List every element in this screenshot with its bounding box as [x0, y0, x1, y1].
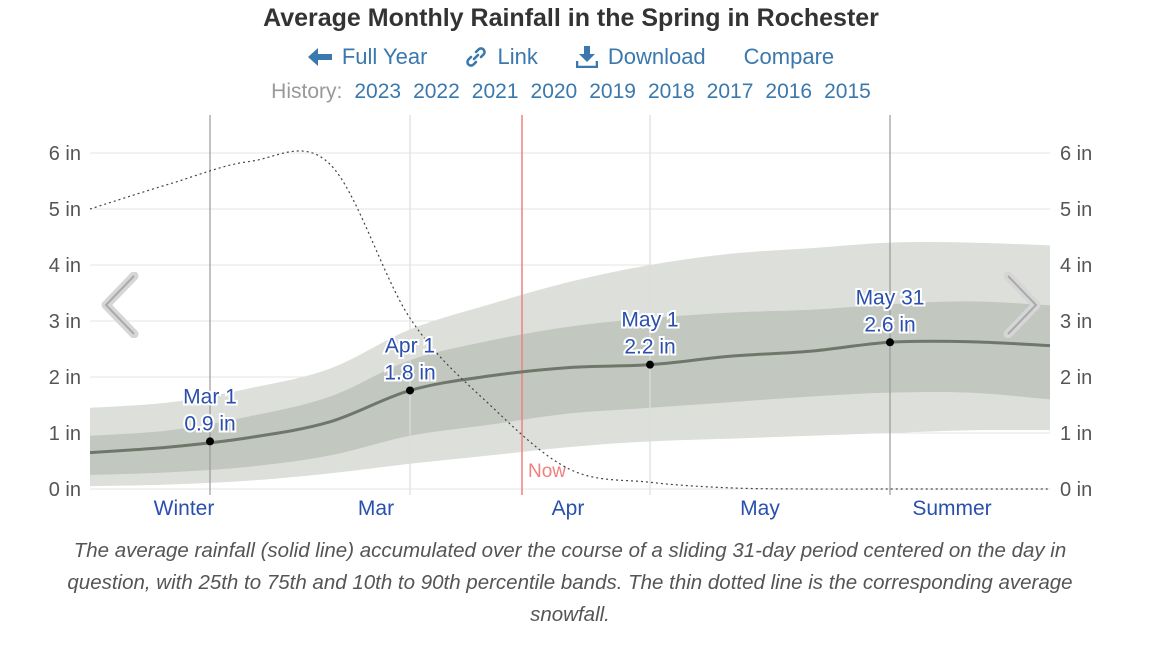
- history-year-2021[interactable]: 2021: [471, 80, 519, 103]
- download-icon: [575, 46, 598, 68]
- annotation-date-label: May 1: [621, 309, 678, 332]
- history-year-2020[interactable]: 2020: [530, 80, 578, 103]
- link-icon: [466, 47, 487, 67]
- history-year-2022[interactable]: 2022: [413, 80, 460, 103]
- y-tick-label-left: 2 in: [49, 367, 81, 389]
- download-label: Download: [607, 44, 706, 69]
- history-year-2015[interactable]: 2015: [824, 80, 871, 103]
- history-year-2019[interactable]: 2019: [589, 80, 636, 103]
- history-bar: History: 2023 2022 2021 2020 2019 2018 2…: [0, 80, 1142, 104]
- y-tick-label-left: 4 in: [49, 255, 81, 277]
- y-tick-label-right: 5 in: [1060, 199, 1092, 221]
- y-tick-label-right: 1 in: [1060, 423, 1092, 445]
- y-tick-label-left: 0 in: [49, 479, 81, 501]
- link-label: Link: [497, 44, 538, 69]
- y-tick-label-right: 3 in: [1060, 311, 1092, 333]
- annotation-value-label: 0.9 in: [184, 412, 235, 435]
- annotation-date-label: May 31: [856, 286, 925, 309]
- full-year-link[interactable]: Full Year: [307, 44, 428, 70]
- x-axis-label: May: [740, 497, 780, 520]
- history-year-2016[interactable]: 2016: [765, 80, 813, 103]
- y-tick-label-right: 0 in: [1060, 479, 1092, 501]
- x-axis-label: Summer: [912, 497, 991, 520]
- arrow-left-icon: [307, 48, 332, 66]
- data-point: [206, 437, 214, 446]
- y-tick-label-right: 4 in: [1060, 255, 1092, 277]
- chart-nav: Full Year Link Download Compare: [0, 44, 1142, 70]
- x-axis-label: Winter: [154, 497, 215, 520]
- now-label: Now: [528, 461, 566, 482]
- x-axis-label: Apr: [552, 497, 585, 520]
- page-title: Average Monthly Rainfall in the Spring i…: [263, 4, 879, 32]
- y-tick-label-right: 6 in: [1060, 143, 1092, 165]
- data-point: [406, 386, 414, 395]
- percentile-band-25-75: [90, 301, 1050, 475]
- y-tick-label-left: 3 in: [49, 311, 81, 333]
- annotation-value-label: 2.2 in: [624, 336, 675, 359]
- y-tick-label-right: 2 in: [1060, 367, 1092, 389]
- annotation-date-label: Apr 1: [385, 334, 435, 357]
- previous-season-arrow-icon[interactable]: [100, 272, 140, 338]
- history-year-2018[interactable]: 2018: [647, 80, 695, 103]
- data-point: [886, 338, 894, 347]
- full-year-label: Full Year: [341, 44, 428, 69]
- compare-link[interactable]: Compare: [744, 44, 834, 70]
- y-tick-label-left: 5 in: [49, 199, 81, 221]
- y-tick-label-left: 6 in: [49, 143, 81, 165]
- history-label: History:: [271, 80, 343, 103]
- next-season-arrow-icon[interactable]: [1002, 272, 1042, 338]
- link-link[interactable]: Link: [465, 44, 538, 70]
- rainfall-chart: 0 in 0 in 1 in 1 in 2 in 2 in 3 in 3 in 4 in 4 in…: [49, 115, 1092, 520]
- compare-label: Compare: [743, 44, 835, 69]
- annotation-value-label: 2.6 in: [864, 313, 915, 336]
- history-year-2017[interactable]: 2017: [706, 80, 754, 103]
- annotation-date-label: Mar 1: [183, 385, 237, 408]
- y-tick-label-left: 1 in: [49, 423, 81, 445]
- data-point: [646, 360, 654, 369]
- history-year-2023[interactable]: 2023: [354, 80, 402, 103]
- download-link[interactable]: Download: [575, 44, 706, 70]
- x-axis-label: Mar: [358, 497, 394, 520]
- chart-caption: The average rainfall (solid line) accumu…: [67, 539, 1073, 626]
- annotation-value-label: 1.8 in: [384, 361, 435, 384]
